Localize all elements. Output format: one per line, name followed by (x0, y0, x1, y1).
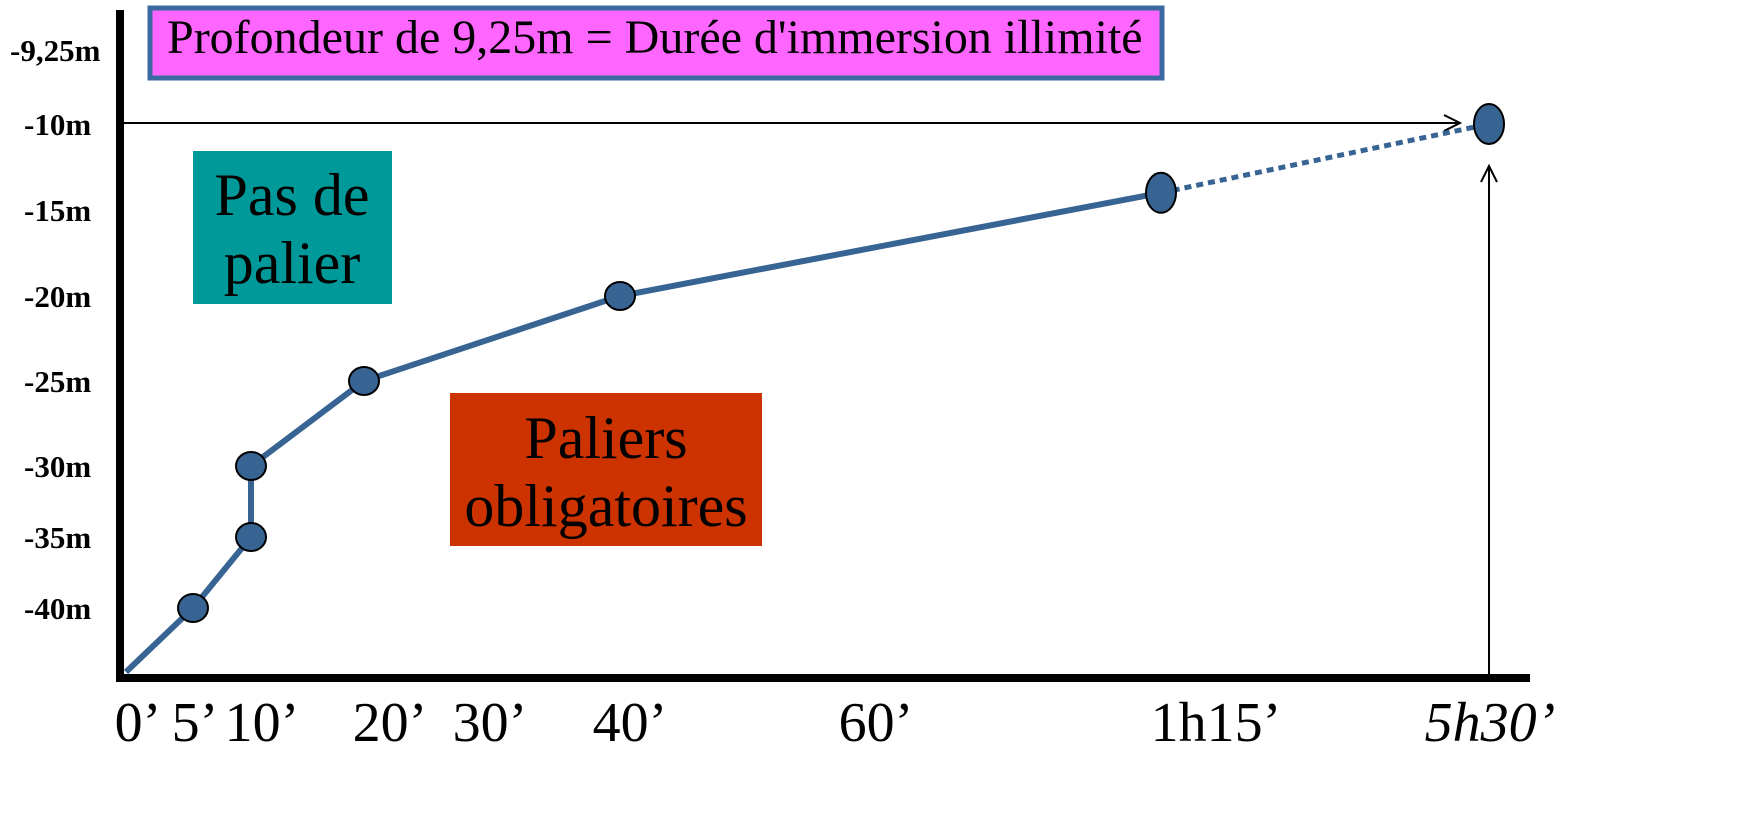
y-tick-label: -20m (24, 279, 91, 314)
x-tick-label: 60’ (839, 692, 914, 754)
x-tick-label: 5h30’ (1425, 692, 1556, 754)
axes (116, 10, 1530, 682)
y-tick-label: -10m (24, 107, 91, 142)
data-point-marker (177, 593, 209, 623)
data-point-marker (1145, 171, 1177, 214)
x-tick-label: 10’ (225, 692, 300, 754)
mandatory-stops-region-box (450, 393, 762, 546)
data-point-marker (235, 522, 267, 552)
no-stop-label-line1: Pas de (215, 162, 370, 228)
chart-title: Profondeur de 9,25m = Durée d'immersion … (167, 11, 1143, 64)
x-tick-label: 40’ (593, 692, 668, 754)
y-axis-tick-labels: -9,25m -10m -15m -20m -25m -30m -35m -40m (10, 33, 101, 626)
y-tick-label: -40m (24, 591, 91, 626)
x-tick-label: 5’ (172, 692, 219, 754)
data-point-marker (604, 281, 636, 311)
x-tick-label: 30’ (453, 692, 528, 754)
data-point-marker (348, 366, 380, 396)
mandatory-stops-label-line2: obligatoires (464, 473, 747, 539)
data-markers (177, 103, 1505, 623)
x-tick-label: 20’ (353, 692, 428, 754)
y-tick-label: -15m (24, 193, 91, 228)
y-tick-label: -35m (24, 520, 91, 555)
x-tick-label: 1h15’ (1151, 692, 1282, 754)
curve-dotted-segment (1160, 121, 1490, 196)
no-stop-label-line2: palier (224, 230, 361, 296)
title-box (147, 5, 1165, 81)
no-stop-region-box (193, 151, 392, 304)
y-tick-label: -9,25m (10, 33, 101, 68)
mandatory-stops-label-line1: Paliers (524, 405, 687, 471)
y-tick-label: -30m (24, 449, 91, 484)
region-boxes: Profondeur de 9,25m = Durée d'immersion … (147, 5, 1165, 546)
x-axis-tick-labels: 0’ 5’ 10’ 20’ 30’ 40’ 60’ 1h15’ 5h30’ (115, 692, 1556, 754)
data-point-marker (235, 451, 267, 481)
data-point-marker (1473, 103, 1505, 145)
x-tick-label: 0’ (115, 692, 162, 754)
y-tick-label: -25m (24, 364, 91, 399)
